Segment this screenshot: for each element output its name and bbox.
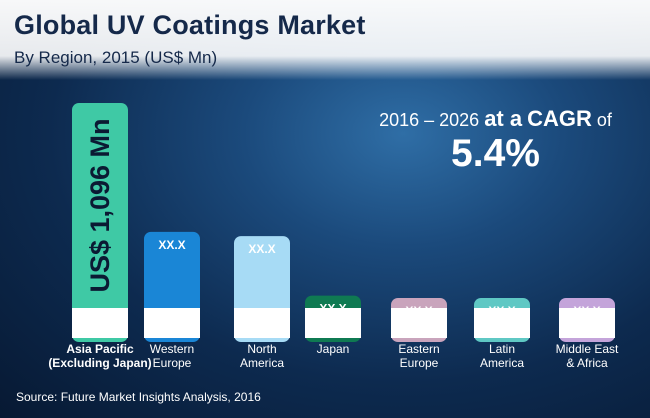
bar-base xyxy=(474,308,530,338)
bar-base xyxy=(72,308,128,338)
bar-base xyxy=(391,308,447,338)
bar-base xyxy=(559,308,615,338)
cagr-period: 2016 – 2026 xyxy=(379,110,480,130)
bar-value-label: XX.X xyxy=(405,304,432,318)
category-label: North America xyxy=(240,342,284,370)
bar-value-label: XX.X xyxy=(248,242,275,256)
category-label-line: North xyxy=(247,342,276,356)
title-banner xyxy=(0,0,650,80)
category-label-line: (Excluding Japan) xyxy=(48,356,151,370)
bar-base xyxy=(144,308,200,338)
bar-group: XX.X North America xyxy=(234,236,290,370)
bar-group: XX.X Western Europe xyxy=(144,231,200,370)
category-label: Western Europe xyxy=(150,342,194,370)
bar-group: XX.X Middle East & Africa xyxy=(556,298,619,370)
bar-value-label: XX.X xyxy=(488,304,515,318)
category-label-line: America xyxy=(240,356,284,370)
category-label: Middle East & Africa xyxy=(556,342,619,370)
bar-group: XX.X Latin America xyxy=(474,298,530,370)
category-label: Asia Pacific (Excluding Japan) xyxy=(48,342,151,370)
cagr-word: CAGR xyxy=(527,106,592,131)
category-label-line: Middle East xyxy=(556,342,619,356)
category-label-line: Western xyxy=(150,342,194,356)
cagr-value: 5.4% xyxy=(451,132,540,175)
category-label-line: & Africa xyxy=(566,356,608,370)
category-label: Eastern Europe xyxy=(398,342,439,370)
bar-base xyxy=(305,308,361,338)
cagr-line: 2016 – 2026 at a CAGR of xyxy=(358,108,633,130)
bar-group: XX.X Eastern Europe xyxy=(391,298,447,370)
category-label-line: Eastern xyxy=(398,342,439,356)
bar-group: XX.X Japan xyxy=(305,295,361,356)
bar xyxy=(72,103,128,342)
category-label-line: Latin xyxy=(489,342,515,356)
category-label: Japan xyxy=(317,342,350,356)
category-label-line: Europe xyxy=(153,356,192,370)
source-note: Source: Future Market Insights Analysis,… xyxy=(16,390,261,404)
bar-base xyxy=(234,308,290,338)
bar-value-label: XX.X xyxy=(158,238,185,252)
category-label-line: Japan xyxy=(317,342,350,356)
chart-title: Global UV Coatings Market xyxy=(14,10,366,40)
chart-subtitle: By Region, 2015 (US$ Mn) xyxy=(14,48,218,67)
category-label-line: Europe xyxy=(400,356,439,370)
category-label-line: America xyxy=(480,356,524,370)
cagr-of: of xyxy=(596,110,612,130)
bar-value-label: XX.X xyxy=(573,304,600,318)
bar-value-label: US$ 1,096 Mn xyxy=(85,118,115,292)
category-label-line: Asia Pacific xyxy=(66,342,134,356)
cagr-at-a: at a xyxy=(484,106,523,131)
category-label: Latin America xyxy=(480,342,524,370)
bar-group: US$ 1,096 Mn Asia Pacific (Excluding Japan… xyxy=(48,103,152,370)
bar-value-label: XX.X xyxy=(319,302,346,316)
cagr-callout: 2016 – 2026 at a CAGR of 5.4% xyxy=(358,108,633,175)
